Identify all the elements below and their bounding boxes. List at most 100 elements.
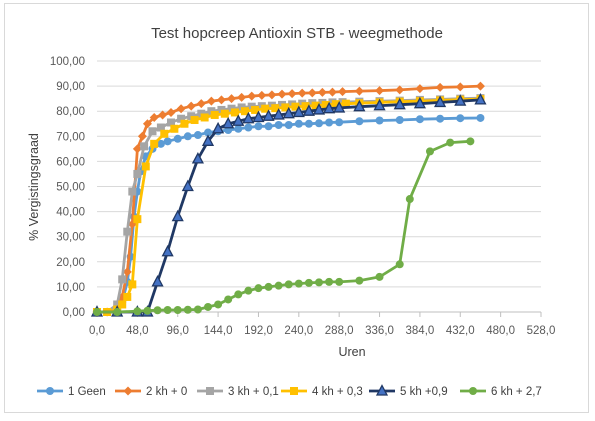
- data-point: [274, 121, 283, 130]
- data-point: [133, 307, 142, 316]
- data-point: [393, 97, 406, 110]
- data-point: [251, 105, 260, 114]
- data-point: [353, 99, 366, 112]
- gridlines: [97, 60, 541, 288]
- x-tick-label: 96,0: [167, 325, 189, 337]
- data-point: [264, 282, 273, 291]
- data-point: [325, 118, 334, 127]
- legend-label: 5 kh +0,9: [400, 386, 448, 398]
- data-point: [325, 277, 334, 286]
- y-tick-label: 80,00: [56, 106, 85, 118]
- data-point: [220, 109, 229, 118]
- data-point: [355, 117, 364, 126]
- data-point: [405, 195, 414, 204]
- data-point: [200, 113, 209, 122]
- data-point: [167, 118, 175, 127]
- data-point: [284, 280, 293, 289]
- data-point: [323, 101, 336, 114]
- data-point: [304, 278, 313, 287]
- x-tick-label: 240,0: [284, 325, 313, 337]
- data-point: [118, 300, 127, 309]
- data-point: [415, 84, 425, 94]
- y-tick-label: 70,00: [56, 131, 85, 143]
- data-point: [206, 96, 216, 106]
- data-point: [181, 179, 194, 192]
- data-point: [375, 116, 384, 125]
- data-point: [163, 137, 172, 146]
- legend-marker: [206, 387, 214, 395]
- data-point: [434, 95, 447, 108]
- data-point: [193, 305, 202, 314]
- x-tick-label: 480,0: [486, 325, 515, 337]
- data-point: [304, 119, 313, 128]
- data-point: [454, 94, 467, 106]
- data-point: [237, 92, 247, 102]
- data-point: [254, 284, 263, 293]
- data-point: [274, 281, 283, 290]
- data-point: [234, 290, 243, 299]
- y-tick-label: 0,00: [63, 307, 85, 319]
- data-point: [128, 187, 137, 196]
- data-point: [257, 90, 267, 100]
- data-point: [166, 107, 176, 117]
- data-point: [183, 132, 192, 141]
- data-point: [176, 104, 186, 114]
- data-point: [148, 127, 157, 136]
- data-point: [335, 277, 344, 286]
- data-point: [161, 244, 174, 257]
- y-tick-label: 100,00: [50, 56, 85, 68]
- data-point: [170, 124, 179, 133]
- data-point: [123, 292, 132, 301]
- data-point: [141, 162, 150, 171]
- data-point: [354, 86, 364, 96]
- data-point: [158, 110, 168, 120]
- data-point: [173, 305, 182, 314]
- y-tick-label: 10,00: [56, 282, 85, 294]
- data-point: [227, 94, 237, 104]
- data-point: [395, 115, 404, 124]
- data-point: [132, 144, 142, 154]
- legend-label: 2 kh + 0: [146, 386, 187, 398]
- data-point: [333, 101, 346, 113]
- x-tick-label: 336,0: [365, 325, 394, 337]
- data-point: [355, 276, 364, 285]
- data-point: [123, 227, 132, 236]
- chart-title: Test hopcreep Antioxin STB - weegmethode: [151, 25, 443, 42]
- data-point: [475, 81, 485, 91]
- legend-item: 6 kh + 2,7: [460, 386, 542, 398]
- data-point: [476, 113, 485, 122]
- data-point: [128, 280, 137, 289]
- data-point: [395, 85, 405, 95]
- data-point: [232, 114, 245, 126]
- x-tick-label: 48,0: [126, 325, 148, 337]
- legend-marker: [46, 387, 54, 395]
- data-point: [204, 128, 212, 137]
- data-point: [312, 103, 326, 115]
- data-point: [331, 100, 340, 109]
- data-point: [455, 82, 465, 92]
- data-point: [93, 308, 101, 316]
- data-point: [466, 137, 475, 146]
- data-point: [281, 103, 290, 112]
- data-point: [196, 99, 206, 109]
- data-point: [210, 110, 219, 119]
- data-point: [291, 102, 300, 111]
- data-point: [183, 305, 192, 314]
- legend-label: 4 kh + 0,3: [312, 386, 363, 398]
- data-point: [446, 138, 455, 147]
- x-axis-label: Uren: [338, 345, 365, 359]
- data-point: [311, 101, 320, 110]
- data-point: [272, 108, 285, 120]
- chart-frame: [4, 3, 589, 413]
- data-point: [294, 119, 303, 128]
- data-point: [244, 286, 253, 295]
- data-point: [143, 306, 152, 315]
- series-6: [93, 137, 475, 316]
- data-point: [307, 88, 317, 98]
- data-point: [302, 104, 315, 116]
- data-point: [212, 121, 225, 134]
- data-point: [191, 151, 204, 164]
- data-point: [186, 101, 196, 111]
- data-point: [294, 279, 303, 288]
- legend-label: 1 Geen: [68, 386, 106, 398]
